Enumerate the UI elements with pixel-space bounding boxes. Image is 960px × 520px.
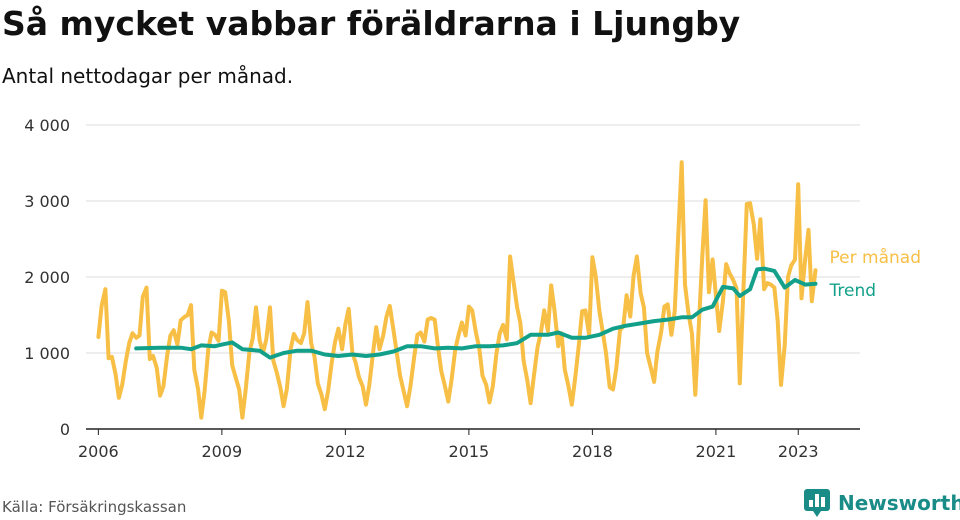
newsworthy-brand[interactable]: Newsworthy — [804, 488, 960, 518]
y-tick-label: 3 000 — [24, 192, 70, 211]
newsworthy-logo-icon — [804, 489, 830, 517]
source-note: Källa: Försäkringskassan — [2, 498, 187, 516]
series-label-per-manad: Per månad — [830, 247, 921, 268]
y-tick-label: 4 000 — [24, 116, 70, 135]
series-line-per-manad — [96, 160, 818, 420]
x-tick-label: 2015 — [449, 442, 490, 461]
series-lines — [96, 160, 818, 420]
series-line-trend — [134, 266, 818, 360]
x-tick-label: 2009 — [202, 442, 243, 461]
y-tick-label: 2 000 — [24, 268, 70, 287]
brand-name: Newsworthy — [838, 491, 960, 515]
x-tick-label: 2023 — [778, 442, 819, 461]
x-axis: 2006 2009 2012 2015 2018 2021 2023 — [78, 429, 819, 461]
y-tick-label: 1 000 — [24, 344, 70, 363]
y-axis: 0 1 000 2 000 3 000 4 000 — [24, 116, 70, 439]
chart-subtitle: Antal nettodagar per månad. — [2, 64, 294, 88]
x-tick-label: 2018 — [572, 442, 613, 461]
series-labels: Per månad Trend — [829, 247, 921, 301]
x-tick-label: 2021 — [696, 442, 737, 461]
y-tick-label: 0 — [60, 420, 70, 439]
series-label-trend: Trend — [829, 281, 877, 301]
chart-title: Så mycket vabbar föräldrarna i Ljungby — [2, 4, 741, 43]
x-tick-label: 2012 — [325, 442, 366, 461]
x-tick-label: 2006 — [78, 442, 119, 461]
